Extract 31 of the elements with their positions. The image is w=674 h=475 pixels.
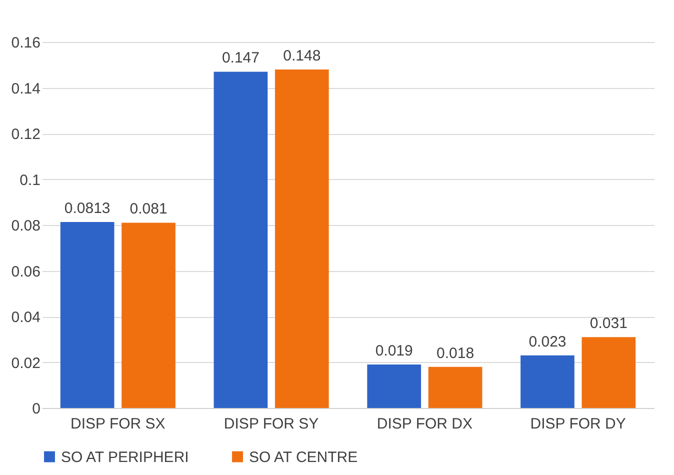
data-label: 0.019 — [375, 342, 413, 360]
y-tick-label: 0.02 — [11, 354, 40, 372]
y-tick-label: 0.12 — [11, 126, 40, 143]
data-label: 0.0813 — [64, 200, 110, 218]
x-tick-label: DISP FOR DX — [376, 416, 472, 432]
x-tick-label: DISP FOR SY — [224, 416, 319, 432]
data-label: 0.148 — [283, 47, 321, 64]
y-tick-label: 0.04 — [11, 309, 40, 326]
bar — [274, 69, 329, 408]
bar — [367, 364, 422, 408]
y-tick-label: 0.14 — [11, 80, 40, 98]
y-tick-label: 0.1 — [20, 172, 40, 189]
x-tick-label: DISP FOR SX — [70, 416, 166, 432]
y-tick-label: 0 — [32, 400, 40, 418]
data-label: 0.023 — [528, 333, 566, 350]
y-tick-label: 0.08 — [11, 218, 40, 234]
x-tick-label: DISP FOR DY — [530, 416, 626, 432]
bar — [582, 337, 636, 408]
bar — [520, 355, 574, 408]
bar — [214, 72, 268, 408]
legend-label: SO AT CENTRE — [249, 448, 358, 466]
legend-label: SO AT PERIPHERI — [61, 448, 189, 466]
data-label: 0.031 — [590, 315, 628, 332]
data-label: 0.018 — [436, 344, 474, 362]
bar — [428, 366, 482, 408]
bar — [60, 222, 114, 408]
data-label: 0.147 — [222, 50, 260, 67]
y-tick-label: 0.16 — [11, 34, 40, 52]
data-label: 0.081 — [130, 200, 168, 218]
bar — [122, 222, 176, 408]
y-tick-label: 0.06 — [11, 263, 40, 280]
